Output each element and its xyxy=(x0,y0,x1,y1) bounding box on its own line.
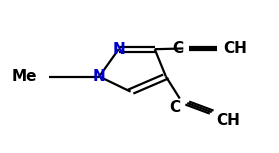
Text: N: N xyxy=(93,69,106,84)
Text: N: N xyxy=(112,42,125,57)
Text: CH: CH xyxy=(216,113,240,128)
Text: C: C xyxy=(172,41,183,56)
Text: CH: CH xyxy=(223,41,247,56)
Text: Me: Me xyxy=(11,69,37,84)
Text: C: C xyxy=(169,100,181,115)
